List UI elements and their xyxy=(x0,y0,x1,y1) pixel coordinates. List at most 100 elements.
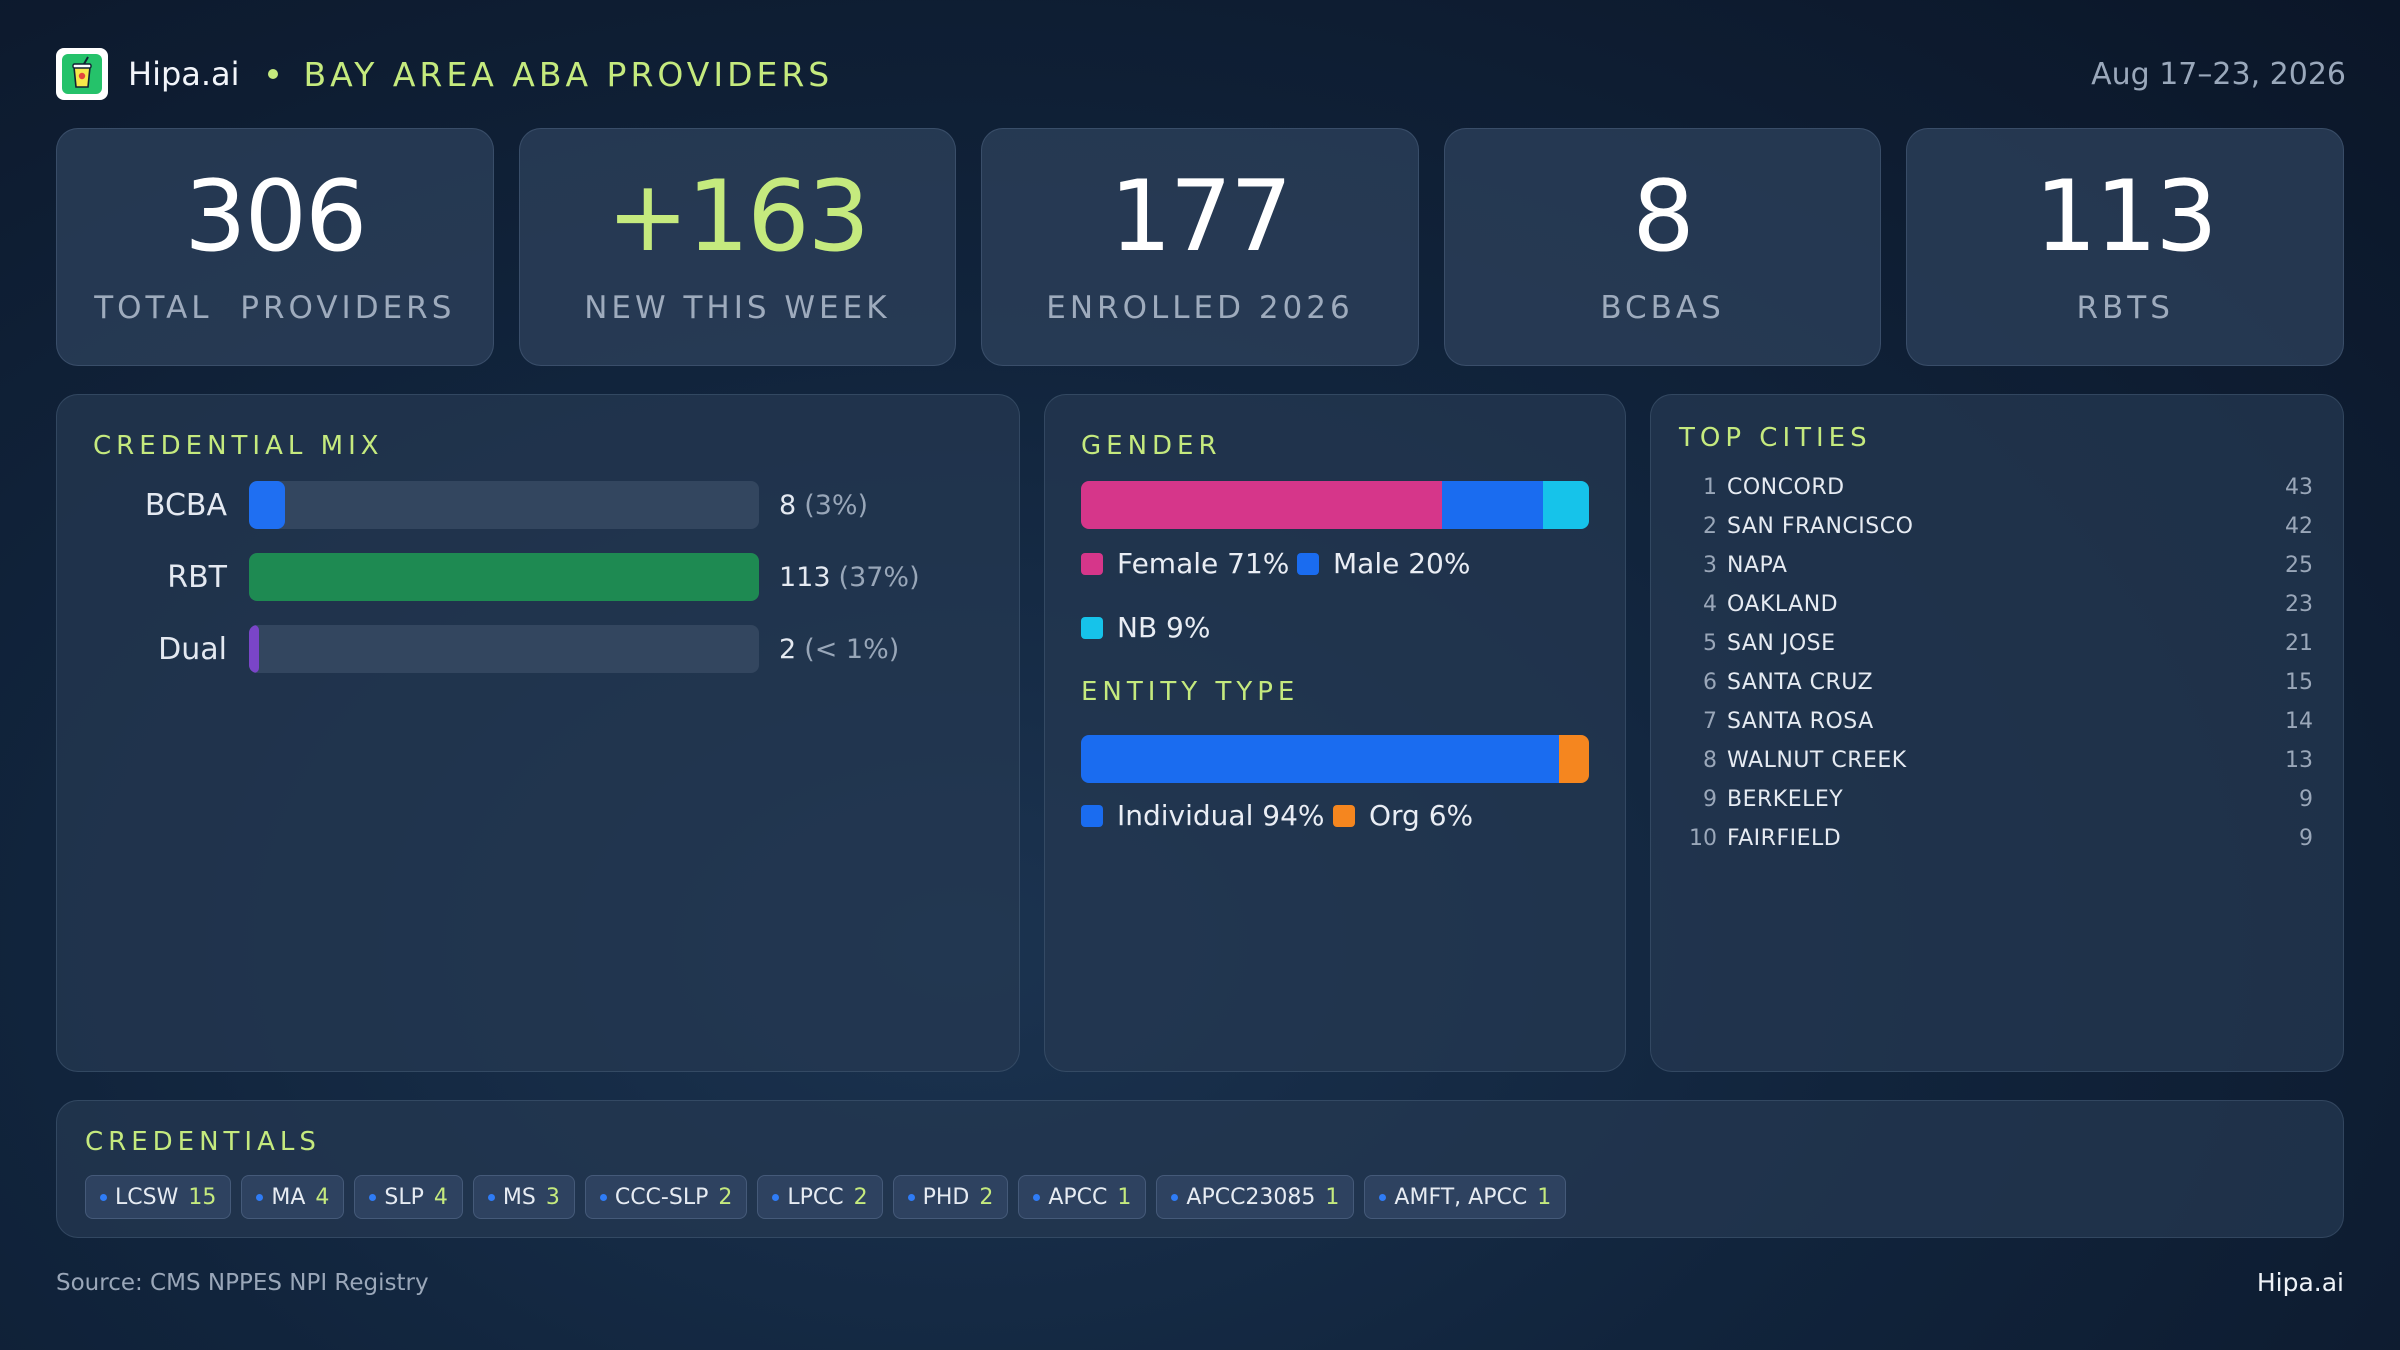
mix-percent: (< 1%) xyxy=(804,633,900,665)
city-row: 5 SAN JOSE 21 xyxy=(1679,625,2313,661)
city-count: 21 xyxy=(2285,630,2313,656)
chip-name: PHD xyxy=(922,1184,970,1210)
city-name: FAIRFIELD xyxy=(1727,825,1842,851)
mix-bar-track xyxy=(249,553,759,601)
kpi-value: 306 xyxy=(184,160,367,274)
mix-bar-track xyxy=(249,481,759,529)
chip-count: 4 xyxy=(315,1184,330,1210)
city-row: 6 SANTA CRUZ 15 xyxy=(1679,664,2313,700)
city-count: 43 xyxy=(2285,474,2313,500)
city-count: 25 xyxy=(2285,552,2313,578)
legend-nb: NB 9% xyxy=(1081,611,1210,644)
entity-segment-org xyxy=(1558,735,1589,783)
gender-entity-panel: GENDER Female 71% Male 20% NB 9% ENTITY … xyxy=(1044,394,1626,1072)
legend-org: Org 6% xyxy=(1333,799,1473,832)
kpi-enrolled-2026: 177 ENROLLED 2026 xyxy=(981,128,1419,366)
top-cities-panel: TOP CITIES 1 CONCORD 43 2 SAN FRANCISCO … xyxy=(1650,394,2344,1072)
chip-dot xyxy=(100,1193,107,1201)
kpi-row: 306 TOTAL PROVIDERS +163 NEW THIS WEEK 1… xyxy=(56,128,2344,366)
chip-name: APCC23085 xyxy=(1186,1184,1316,1210)
header: Hipa.ai BAY AREA ABA PROVIDERS Aug 17–23… xyxy=(56,46,2346,102)
city-count: 14 xyxy=(2285,708,2313,734)
city-name: SANTA ROSA xyxy=(1727,708,1874,734)
chip-count: 2 xyxy=(853,1184,868,1210)
kpi-total-providers: 306 TOTAL PROVIDERS xyxy=(56,128,494,366)
credential-chip: APCC23085 1 xyxy=(1156,1175,1355,1219)
city-name: SANTA CRUZ xyxy=(1727,669,1874,695)
chip-name: MA xyxy=(271,1184,306,1210)
chip-count: 1 xyxy=(1325,1184,1340,1210)
gender-segment-male xyxy=(1441,481,1544,529)
kpi-label: NEW THIS WEEK xyxy=(584,290,891,326)
gender-title: GENDER xyxy=(1081,431,1222,461)
city-row: 7 SANTA ROSA 14 xyxy=(1679,703,2313,739)
city-count: 15 xyxy=(2285,669,2313,695)
city-row: 10 FAIRFIELD 9 xyxy=(1679,820,2313,856)
chip-dot xyxy=(487,1193,495,1201)
legend-label: Female 71% xyxy=(1117,547,1290,580)
city-count: 42 xyxy=(2285,513,2313,539)
mix-bar-fill xyxy=(249,553,759,601)
chip-dot xyxy=(369,1193,377,1201)
chip-dot xyxy=(599,1193,607,1201)
mix-value: 8 xyxy=(779,489,797,521)
mix-row-rbt: RBT 113 (37%) xyxy=(93,553,920,601)
panel-title: CREDENTIALS xyxy=(85,1127,321,1157)
mix-value: 2 xyxy=(779,633,797,665)
city-rank: 4 xyxy=(1703,591,1717,617)
brand-name: Hipa.ai xyxy=(128,55,240,93)
entity-segment-individual xyxy=(1081,735,1559,783)
legend-label: Male 20% xyxy=(1333,547,1471,580)
kpi-rbts: 113 RBTS xyxy=(1906,128,2344,366)
chip-dot xyxy=(907,1193,915,1201)
city-name: OAKLAND xyxy=(1727,591,1839,617)
chip-dot xyxy=(1033,1193,1041,1201)
date-range: Aug 17–23, 2026 xyxy=(2091,56,2346,92)
city-name: CONCORD xyxy=(1727,474,1845,500)
legend-female: Female 71% xyxy=(1081,547,1289,580)
chip-count: 1 xyxy=(1117,1184,1132,1210)
legend-swatch xyxy=(1333,804,1355,827)
mix-bar-fill xyxy=(249,625,260,673)
mix-value: 113 xyxy=(779,561,831,593)
dashboard-title: BAY AREA ABA PROVIDERS xyxy=(303,54,834,94)
chip-dot xyxy=(256,1193,264,1201)
credential-chip: CCC-SLP 2 xyxy=(584,1175,748,1219)
kpi-value: 8 xyxy=(1632,160,1694,274)
mix-value-group: 113 (37%) xyxy=(779,562,920,593)
entity-type-title: ENTITY TYPE xyxy=(1081,677,1300,707)
city-rank: 2 xyxy=(1703,513,1717,539)
city-row: 2 SAN FRANCISCO 42 xyxy=(1679,508,2313,544)
chip-count: 2 xyxy=(979,1184,994,1210)
legend-swatch xyxy=(1081,552,1103,575)
city-rank: 7 xyxy=(1703,708,1717,734)
kpi-new-this-week: +163 NEW THIS WEEK xyxy=(518,128,957,366)
credential-chip: LPCC 2 xyxy=(757,1175,883,1219)
chip-count: 3 xyxy=(545,1184,560,1210)
drink-cup-icon xyxy=(62,54,102,94)
city-rank: 1 xyxy=(1703,474,1717,500)
chip-name: SLP xyxy=(384,1184,424,1210)
chip-count: 1 xyxy=(1537,1184,1552,1210)
city-name: WALNUT CREEK xyxy=(1727,747,1907,773)
chip-name: APCC xyxy=(1048,1184,1108,1210)
mix-label: BCBA xyxy=(144,487,227,523)
kpi-bcbas: 8 BCBAS xyxy=(1443,128,1882,366)
chip-count: 15 xyxy=(188,1184,217,1210)
city-rank: 8 xyxy=(1703,747,1717,773)
mix-label: Dual xyxy=(158,631,227,667)
kpi-value: +163 xyxy=(606,160,870,274)
gender-segment-nb xyxy=(1543,481,1589,529)
legend-label: NB 9% xyxy=(1117,611,1211,644)
chip-dot xyxy=(1379,1193,1387,1201)
chip-name: MS xyxy=(502,1184,536,1210)
city-rank: 9 xyxy=(1703,786,1717,812)
city-count: 9 xyxy=(2299,786,2313,812)
mix-value-group: 2 (< 1%) xyxy=(779,634,899,665)
city-rank: 5 xyxy=(1703,630,1717,656)
chip-count: 4 xyxy=(433,1184,448,1210)
legend-male: Male 20% xyxy=(1297,547,1470,580)
kpi-label: RBTS xyxy=(2076,290,2174,326)
mix-row-dual: Dual 2 (< 1%) xyxy=(93,625,899,673)
city-row: 3 NAPA 25 xyxy=(1679,547,2313,583)
